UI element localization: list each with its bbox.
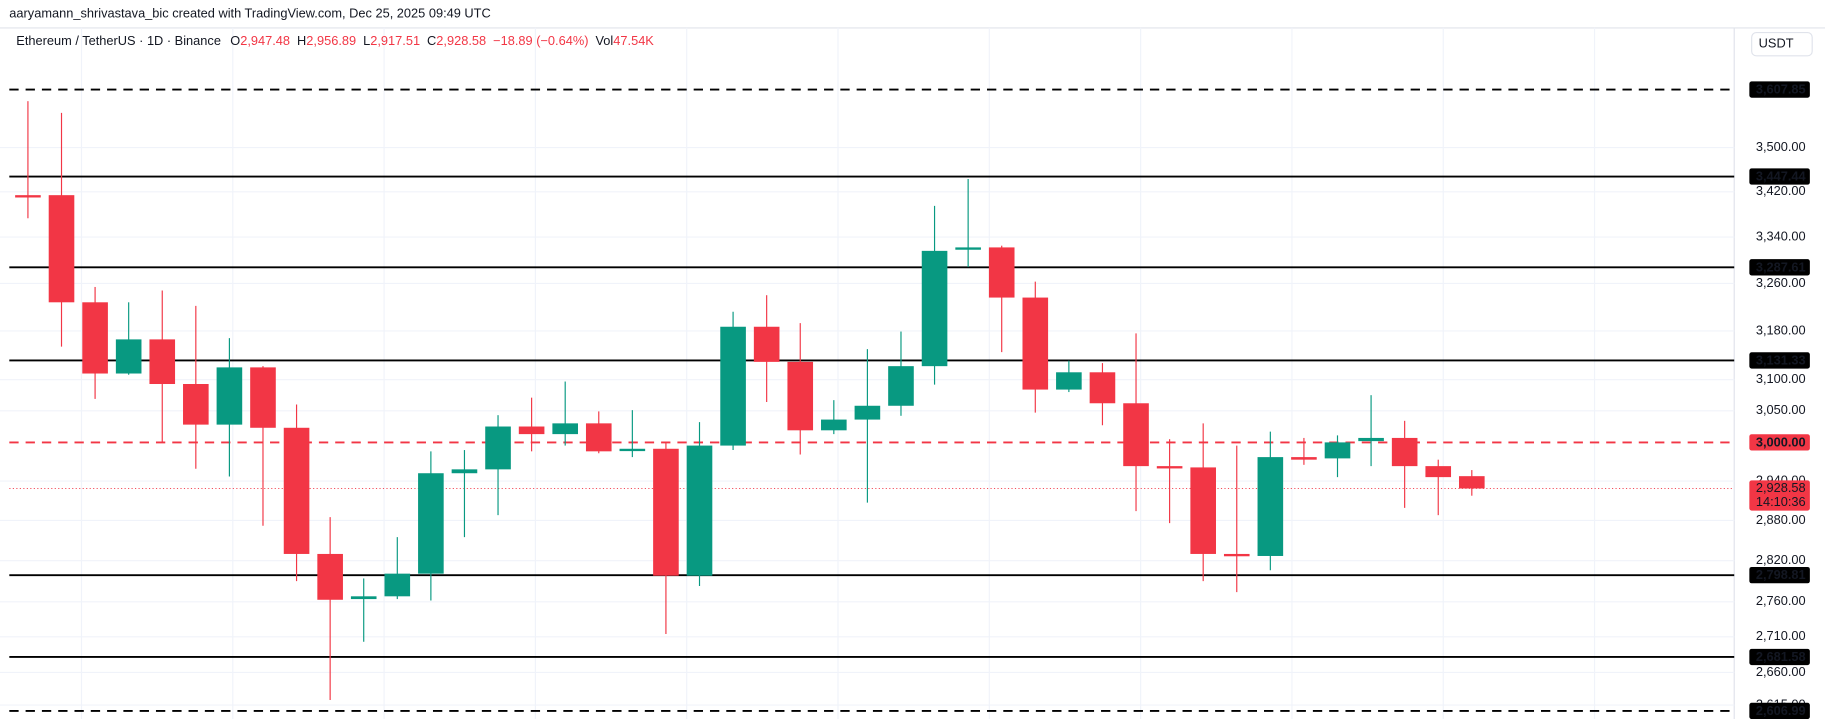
levels <box>9 88 1735 712</box>
candle-body <box>149 339 176 385</box>
price-axis: 3,500.00 3,420.00 3,340.00 3,260.00 3,180.00… <box>1749 81 1810 719</box>
symbol-legend: Ethereum / TetherUS · 1D · Binance O2,947… <box>16 33 654 48</box>
candle-body <box>1459 476 1485 489</box>
candles <box>15 101 1485 700</box>
candle-body <box>552 423 578 435</box>
candle-body <box>888 366 914 406</box>
candle-body <box>418 473 444 574</box>
candle-body <box>250 367 276 428</box>
volume-key: Vol <box>595 33 613 48</box>
level-label: 3,287.61 <box>1756 259 1806 274</box>
y-tick-label: 3,050.00 <box>1756 402 1806 417</box>
candle-body <box>183 384 209 425</box>
candle-body <box>1022 297 1049 390</box>
ohlc-key: C <box>427 33 436 48</box>
level-label: 2,681.58 <box>1756 649 1806 664</box>
y-tick-label: 2,760.00 <box>1756 593 1806 608</box>
level-label-bg <box>1749 259 1810 276</box>
candle-body <box>585 423 612 452</box>
level-label: 2,798.81 <box>1756 567 1806 582</box>
candle-body <box>115 339 142 374</box>
candle-body <box>15 195 41 198</box>
candle-body <box>720 326 746 446</box>
candle-body <box>1089 372 1116 404</box>
grid <box>0 27 1825 719</box>
candle-body <box>1123 403 1149 467</box>
candle-body <box>451 469 478 474</box>
candle-body <box>48 195 75 303</box>
level-label: 2,606.99 <box>1756 703 1806 718</box>
watermark-title: aaryamann_shrivastava_bic created with T… <box>9 5 490 20</box>
ohlc-key: O <box>230 33 240 48</box>
candle-body <box>384 573 411 597</box>
last-price-label: 2,928.58 <box>1756 480 1806 495</box>
currency-label[interactable]: USDT <box>1759 36 1794 51</box>
candle-body <box>1223 553 1250 557</box>
candle-body <box>283 427 310 554</box>
y-tick-label: 2,660.00 <box>1756 664 1806 679</box>
level-label-bg <box>1749 81 1810 98</box>
candle-body <box>1425 466 1452 478</box>
y-tick-label: 3,340.00 <box>1756 228 1806 243</box>
ohlc-key: H <box>297 33 306 48</box>
ohlc-value: 2,928.58 <box>436 33 486 48</box>
candle-body <box>921 250 948 367</box>
level-label-bg <box>1749 648 1810 666</box>
y-tick-label: 3,100.00 <box>1756 371 1806 386</box>
candle-body <box>1156 466 1183 469</box>
y-tick-label: 3,180.00 <box>1756 322 1806 337</box>
candle-body <box>1391 437 1418 467</box>
symbol: Ethereum / TetherUS · 1D · Binance <box>16 33 221 48</box>
level-label: 3,447.44 <box>1756 168 1807 183</box>
change: −18.89 (−0.64%) <box>493 33 588 48</box>
candle-body <box>1257 457 1284 556</box>
level-label-bg <box>1749 702 1810 719</box>
candle-body <box>1324 442 1351 459</box>
candle-body <box>787 361 814 431</box>
candle-body <box>619 448 646 452</box>
level-label: 3,131.33 <box>1756 352 1806 367</box>
y-tick-label: 2,710.00 <box>1756 628 1806 643</box>
volume-value: 47.54K <box>613 33 654 48</box>
candle-body <box>653 448 679 576</box>
candle-body <box>753 326 780 362</box>
y-tick-label: 3,500.00 <box>1756 139 1806 154</box>
candle-body <box>1190 467 1216 554</box>
y-tick-label: 3,260.00 <box>1756 275 1806 290</box>
last-price-bg <box>1749 480 1810 511</box>
candle-body <box>1056 372 1082 390</box>
y-tick-label: 2,880.00 <box>1756 512 1806 527</box>
ohlc-value: 2,956.89 <box>306 33 356 48</box>
candle-body <box>1291 457 1317 460</box>
candle-body <box>686 445 713 576</box>
ohlc-value: 2,917.51 <box>370 33 420 48</box>
level-label-bg <box>1749 352 1810 369</box>
level-label-bg <box>1749 566 1810 584</box>
y-tick-label: 3,420.00 <box>1756 183 1806 198</box>
ohlc-key: L <box>363 33 370 48</box>
countdown-label: 14:10:36 <box>1756 494 1806 509</box>
candle-body <box>1358 437 1384 442</box>
y-tick-label: 2,820.00 <box>1756 552 1806 567</box>
candle-body <box>216 367 243 425</box>
candle-body <box>350 596 377 600</box>
candle-body <box>317 553 343 600</box>
candle-body <box>988 247 1015 298</box>
level-label-bg <box>1749 168 1810 185</box>
candle-body <box>821 419 847 431</box>
ohlc-value: 2,947.48 <box>240 33 290 48</box>
level-label: 3,000.00 <box>1756 434 1806 449</box>
candle-body <box>955 247 981 250</box>
candle-body <box>82 302 108 374</box>
candle-body <box>854 405 881 420</box>
currency-button[interactable] <box>1751 31 1813 57</box>
level-label-bg <box>1749 434 1810 451</box>
candle-body <box>485 426 511 470</box>
candle-body <box>518 426 545 435</box>
level-label: 3,607.85 <box>1756 82 1806 97</box>
